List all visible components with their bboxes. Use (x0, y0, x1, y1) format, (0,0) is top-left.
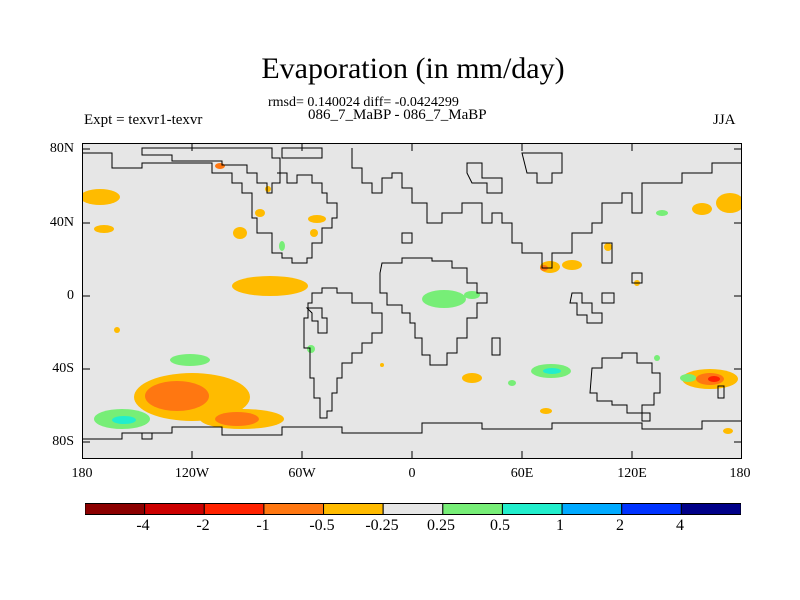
colorbar-label: -4 (136, 517, 150, 534)
season-label: JJA (713, 112, 736, 128)
colorbar-box (203, 503, 265, 515)
y-tick-label: 0 (67, 288, 74, 303)
colorbar-box (442, 503, 503, 515)
colorbar-label: 1 (556, 517, 564, 534)
colorbar-box (144, 503, 205, 515)
x-tick-label: 120E (617, 466, 647, 481)
colorbar-label: -2 (196, 517, 210, 534)
colorbar-box (263, 503, 325, 515)
y-tick-label: 40S (52, 361, 74, 376)
coastlines (82, 147, 742, 440)
x-tick-label: 60E (510, 466, 534, 481)
colorbar-label: -1 (256, 517, 270, 534)
colorbar-box (323, 503, 384, 515)
colorbar-label: 2 (616, 517, 624, 534)
colorbar-label: -0.5 (309, 517, 335, 534)
colorbar-box (621, 503, 682, 515)
x-tick-label: 120W (174, 466, 210, 481)
experiment-label: Expt = texvr1-texvr (84, 112, 203, 128)
colorbar (85, 503, 741, 515)
experiment-name: 086_7_MaBP - 086_7_MaBP (308, 107, 487, 123)
colorbar-box (561, 503, 623, 515)
y-tick-label: 80N (49, 141, 74, 156)
colorbar-box (85, 503, 146, 515)
colorbar-label: -0.25 (365, 517, 399, 534)
colorbar-box (501, 503, 563, 515)
x-tick-label: 0 (408, 466, 416, 481)
y-tick-label: 80S (52, 434, 74, 449)
anomaly-shading (82, 163, 742, 434)
colorbar-label: 0.5 (490, 517, 510, 534)
x-tick-label: 60W (288, 466, 316, 481)
x-tick-label: 180 (729, 466, 751, 481)
colorbar-label: 4 (676, 517, 684, 534)
colorbar-box (382, 503, 444, 515)
x-tick-label: 180 (71, 466, 93, 481)
axis-ticks (82, 143, 742, 459)
colorbar-label: 0.25 (427, 517, 455, 534)
colorbar-box (680, 503, 741, 515)
map-panel (82, 143, 742, 459)
plot-title: Evaporation (in mm/day) (261, 52, 565, 85)
y-tick-label: 40N (49, 215, 74, 230)
stats-line: rmsd= 0.140024 diff= -0.0424299 (268, 95, 459, 110)
